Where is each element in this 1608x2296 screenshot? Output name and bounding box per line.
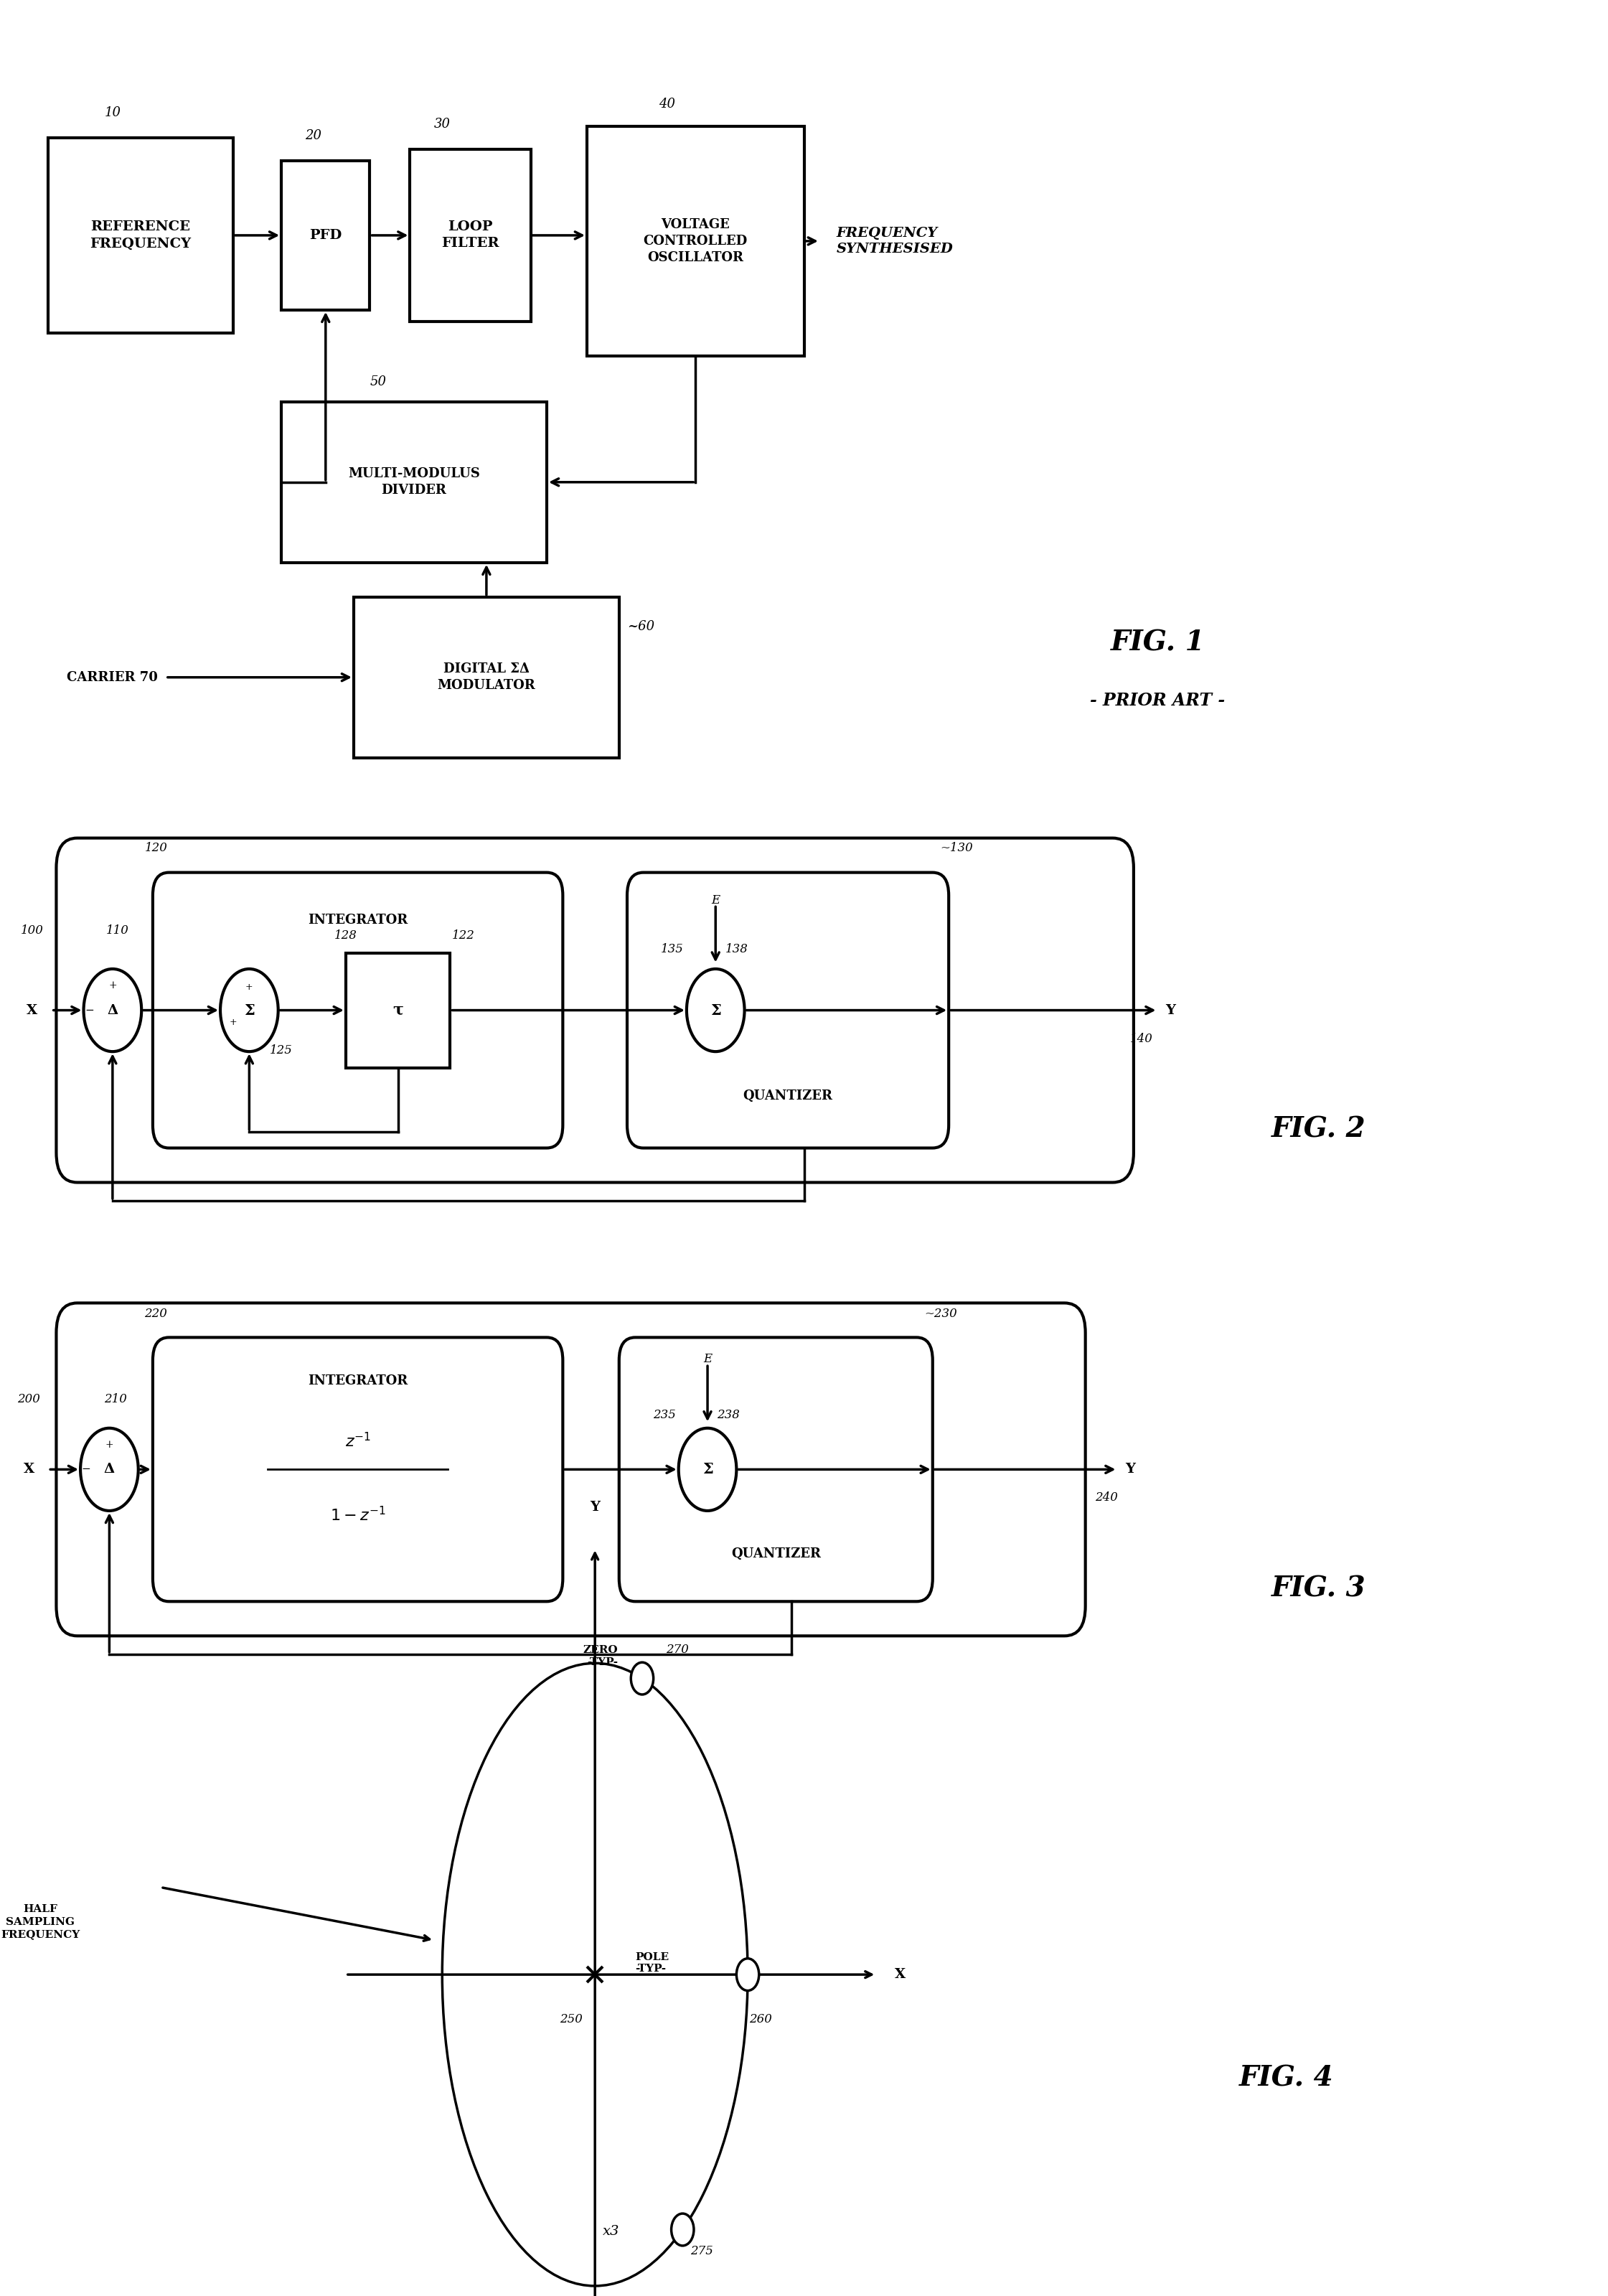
Text: −: − [85,1006,93,1015]
Text: Δ: Δ [108,1003,117,1017]
Text: $z^{-1}$: $z^{-1}$ [344,1433,371,1451]
Text: ZERO
-TYP-: ZERO -TYP- [584,1646,617,1667]
Text: $1-z^{-1}$: $1-z^{-1}$ [330,1506,386,1525]
FancyBboxPatch shape [56,838,1134,1182]
Text: FIG. 4: FIG. 4 [1240,2064,1333,2092]
Text: ~130: ~130 [941,843,973,854]
Text: CARRIER 70: CARRIER 70 [66,670,158,684]
Text: INTEGRATOR: INTEGRATOR [307,914,408,928]
FancyBboxPatch shape [410,149,531,321]
Text: 122: 122 [452,930,474,941]
Text: Δ: Δ [105,1463,114,1476]
FancyBboxPatch shape [619,1336,933,1603]
Text: HALF
SAMPLING
FREQUENCY: HALF SAMPLING FREQUENCY [0,1903,80,1940]
Circle shape [220,969,278,1052]
FancyBboxPatch shape [587,126,804,356]
Text: 235: 235 [653,1410,675,1421]
FancyBboxPatch shape [354,597,619,758]
Circle shape [679,1428,736,1511]
FancyBboxPatch shape [153,872,563,1148]
Text: 275: 275 [690,2245,714,2257]
FancyBboxPatch shape [281,402,547,563]
Text: PFD: PFD [309,230,343,241]
Text: 128: 128 [334,930,357,941]
Circle shape [84,969,142,1052]
Text: 250: 250 [560,2014,582,2025]
Text: 260: 260 [749,2014,772,2025]
Circle shape [687,969,745,1052]
Circle shape [736,1958,759,1991]
Text: Y: Y [590,1502,600,1513]
Text: +: + [105,1440,114,1449]
FancyBboxPatch shape [627,872,949,1148]
Text: MULTI-MODULUS
DIVIDER: MULTI-MODULUS DIVIDER [347,468,481,496]
Text: DIGITAL ΣΔ
MODULATOR: DIGITAL ΣΔ MODULATOR [437,664,535,691]
Text: 125: 125 [270,1045,293,1056]
Text: 30: 30 [434,117,450,131]
Circle shape [671,2213,693,2245]
Circle shape [630,1662,653,1694]
Text: QUANTIZER: QUANTIZER [732,1548,820,1561]
Text: 220: 220 [145,1309,167,1320]
Circle shape [80,1428,138,1511]
Text: 135: 135 [661,944,683,955]
Text: E: E [711,893,720,907]
Text: 20: 20 [306,129,322,142]
Text: INTEGRATOR: INTEGRATOR [307,1373,408,1387]
Text: 238: 238 [717,1410,740,1421]
Text: REFERENCE
FREQUENCY: REFERENCE FREQUENCY [90,220,191,250]
Text: +: + [108,980,117,990]
Text: τ: τ [392,1003,404,1017]
Text: ~230: ~230 [925,1309,957,1320]
Text: VOLTAGE
CONTROLLED
OSCILLATOR: VOLTAGE CONTROLLED OSCILLATOR [643,218,748,264]
Text: X: X [24,1463,34,1476]
Text: x3: x3 [603,2225,619,2239]
Text: Y: Y [1166,1003,1175,1017]
Text: FIG. 2: FIG. 2 [1272,1116,1365,1143]
Text: Σ: Σ [711,1003,720,1017]
Text: 210: 210 [105,1394,127,1405]
FancyBboxPatch shape [56,1304,1085,1635]
Text: FIG. 1: FIG. 1 [1111,629,1204,657]
Text: LOOP
FILTER: LOOP FILTER [442,220,498,250]
Text: 50: 50 [370,374,386,388]
Text: 100: 100 [21,925,43,937]
Text: 10: 10 [105,106,121,119]
Text: 40: 40 [659,96,675,110]
FancyBboxPatch shape [281,161,370,310]
Text: 110: 110 [106,925,129,937]
Text: +: + [246,983,252,992]
Text: 120: 120 [145,843,167,854]
Text: Σ: Σ [244,1003,254,1017]
FancyBboxPatch shape [48,138,233,333]
FancyBboxPatch shape [346,953,450,1068]
Text: −: − [82,1465,90,1474]
Text: 270: 270 [666,1644,688,1655]
Text: Σ: Σ [703,1463,712,1476]
Text: X: X [896,1968,905,1981]
Text: Y: Y [1126,1463,1135,1476]
Text: ~60: ~60 [627,620,654,634]
Text: FREQUENCY
SYNTHESISED: FREQUENCY SYNTHESISED [836,227,954,255]
Text: POLE
-TYP-: POLE -TYP- [635,1952,669,1975]
Text: 240: 240 [1095,1492,1118,1504]
FancyBboxPatch shape [153,1336,563,1603]
Text: 138: 138 [725,944,748,955]
Text: X: X [27,1003,37,1017]
Text: 140: 140 [1130,1033,1153,1045]
Ellipse shape [442,1662,748,2287]
Text: +: + [230,1017,236,1026]
Text: 200: 200 [18,1394,40,1405]
Text: - PRIOR ART -: - PRIOR ART - [1090,691,1225,709]
Text: FIG. 3: FIG. 3 [1272,1575,1365,1603]
Text: E: E [703,1352,712,1366]
Text: QUANTIZER: QUANTIZER [743,1088,833,1102]
